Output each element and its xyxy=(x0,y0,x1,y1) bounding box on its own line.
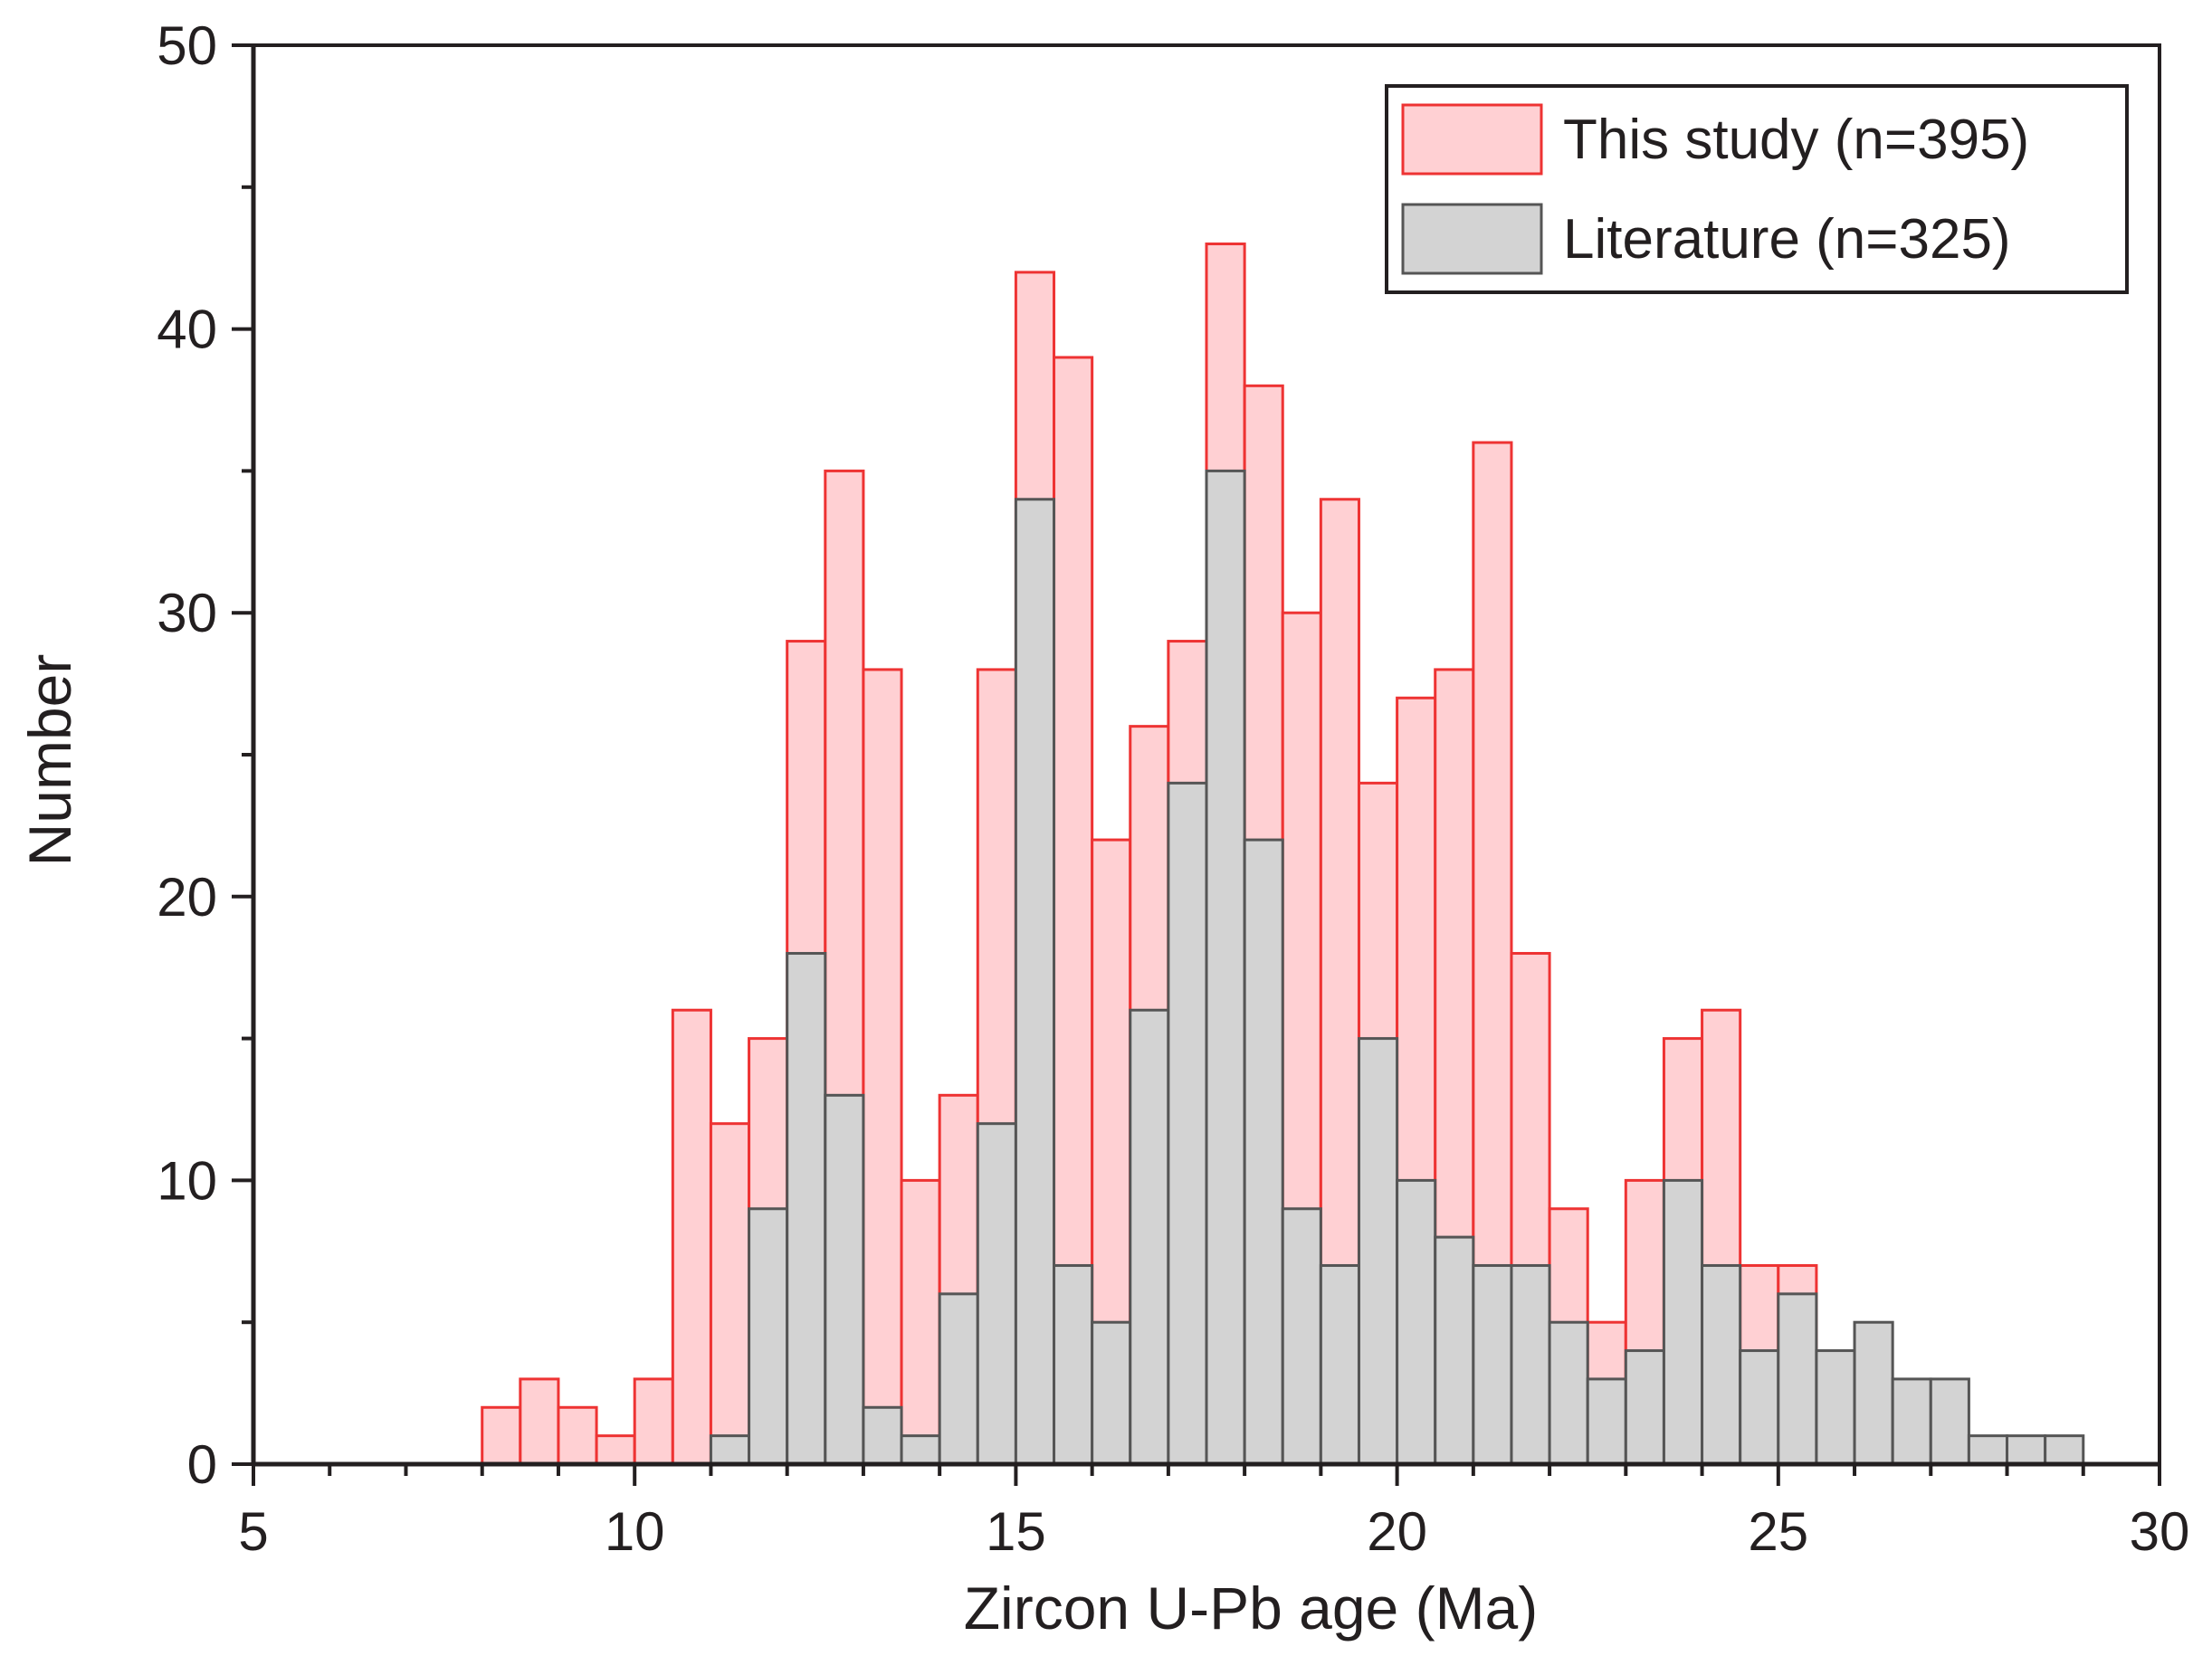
literature-bar xyxy=(1053,1263,1094,1466)
literature-bar xyxy=(1434,1235,1475,1466)
x-tick-label: 15 xyxy=(986,1501,1046,1562)
literature-bar xyxy=(1777,1292,1818,1466)
this-study-bar xyxy=(900,1178,941,1466)
literature-bar xyxy=(900,1434,941,1466)
this-study-bar xyxy=(862,668,903,1466)
literature-bar xyxy=(1167,781,1208,1466)
literature-bar xyxy=(1129,1008,1170,1466)
literature-bar xyxy=(1357,1037,1399,1466)
x-tick-label: 30 xyxy=(2130,1501,2190,1562)
y-tick-label: 20 xyxy=(157,867,217,928)
tick-labels: 5 10 15 20 25 30 0 10 20 30 40 50 xyxy=(157,15,2189,1562)
literature-bar xyxy=(1739,1349,1780,1466)
literature-bar xyxy=(1243,838,1284,1466)
legend-label-this-study: This study (n=395) xyxy=(1563,109,2029,171)
this-study-bar xyxy=(519,1377,560,1466)
legend-label-literature: Literature (n=325) xyxy=(1563,208,2011,271)
literature-bar xyxy=(1281,1207,1322,1466)
literature-bar xyxy=(1853,1320,1894,1466)
literature-bar xyxy=(938,1292,979,1466)
literature-bar xyxy=(1662,1178,1704,1466)
literature-bar xyxy=(1815,1349,1856,1466)
legend: This study (n=395) Literature (n=325) xyxy=(1385,84,2129,294)
y-tick-label: 10 xyxy=(157,1150,217,1211)
literature-bar xyxy=(1701,1263,1742,1466)
this-study-bar xyxy=(557,1405,598,1466)
literature-bar xyxy=(1205,469,1246,1466)
literature-bar xyxy=(1472,1263,1513,1466)
literature-bar xyxy=(2044,1434,2085,1466)
literature-bar xyxy=(1319,1263,1360,1466)
literature-bar xyxy=(709,1434,751,1466)
y-tick-label: 50 xyxy=(157,15,217,76)
literature-bar xyxy=(1624,1349,1665,1466)
x-axis-label: Zircon U-Pb age (Ma) xyxy=(964,1575,1539,1642)
y-tick-label: 0 xyxy=(187,1434,217,1495)
x-tick-label: 10 xyxy=(605,1501,665,1562)
x-tick-label: 25 xyxy=(1748,1501,1808,1562)
literature-bar xyxy=(1548,1320,1589,1466)
literature-bar xyxy=(862,1405,903,1466)
x-tick-label: 20 xyxy=(1367,1501,1427,1562)
tick-marks xyxy=(232,43,2161,1486)
literature-bars xyxy=(709,469,2085,1466)
this-study-bar xyxy=(595,1434,636,1466)
literature-bar xyxy=(1014,498,1056,1466)
literature-bar xyxy=(2006,1434,2047,1466)
literature-bar xyxy=(786,952,827,1466)
literature-bar xyxy=(1967,1434,2009,1466)
literature-bar xyxy=(976,1122,1017,1466)
x-tick-label: 5 xyxy=(238,1501,268,1562)
literature-bar xyxy=(748,1207,789,1466)
y-axis-label: Number xyxy=(16,654,83,867)
literature-bar xyxy=(1929,1377,1970,1466)
literature-bar xyxy=(1510,1263,1551,1466)
literature-bar xyxy=(1396,1178,1437,1466)
legend-swatch-this-study xyxy=(1401,103,1543,176)
y-tick-label: 40 xyxy=(157,300,217,360)
legend-swatch-literature xyxy=(1401,203,1543,275)
this-study-bar xyxy=(671,1008,712,1466)
this-study-bar xyxy=(481,1405,522,1466)
this-study-bar xyxy=(633,1377,674,1466)
literature-bar xyxy=(1586,1377,1627,1466)
y-tick-label: 30 xyxy=(157,583,217,643)
literature-bar xyxy=(824,1093,865,1466)
literature-bar xyxy=(1891,1377,1932,1466)
literature-bar xyxy=(1091,1320,1132,1466)
this-study-bar xyxy=(709,1122,751,1466)
